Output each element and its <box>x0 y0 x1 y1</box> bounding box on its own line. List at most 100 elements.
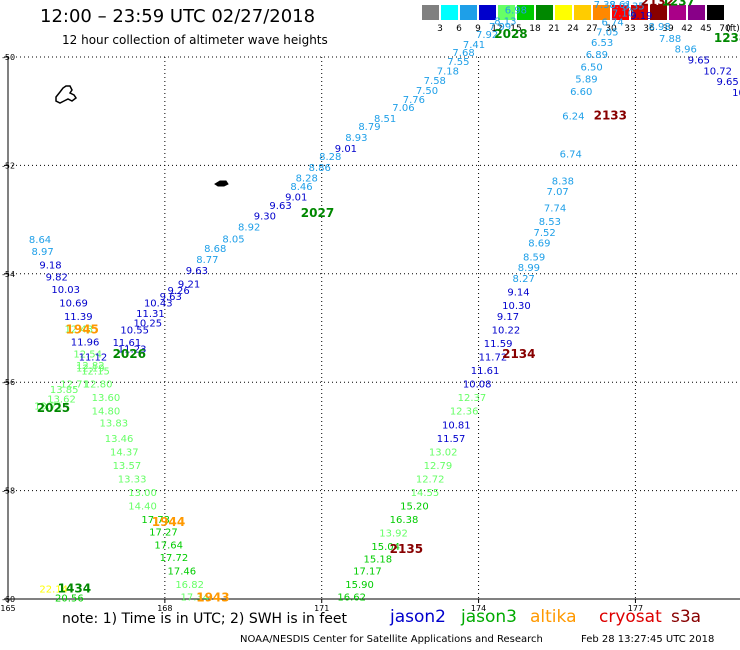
wave-height-label: 15.90 <box>345 580 374 591</box>
satellite-s3a: s3a <box>671 607 702 627</box>
generation-timestamp: Feb 28 13:27:45 UTC 2018 <box>581 634 715 645</box>
wave-height-label: 10.72 <box>703 66 732 77</box>
wave-height-label: 7.18 <box>437 66 459 77</box>
scale-label: 39 <box>662 24 674 34</box>
wave-height-label: 8.35 <box>622 1 644 12</box>
wave-height-label: 9.01 <box>285 193 307 204</box>
wave-height-label: 11.59 <box>484 339 513 350</box>
island-auckland <box>55 85 78 104</box>
wave-height-label: 9.01 <box>335 144 357 155</box>
wave-height-label: 11.61 <box>471 366 500 377</box>
wave-height-label: 15.18 <box>364 555 393 566</box>
wave-height-label: 8.99 <box>518 263 540 274</box>
wave-height-label: 17.46 <box>167 567 196 578</box>
wave-height-label: 8.64 <box>29 235 51 246</box>
wave-height-label: 8.96 <box>675 45 697 56</box>
graticule <box>7 56 740 600</box>
wave-height-label: 22.14 <box>39 584 68 595</box>
wave-height-label: 9.18 <box>39 260 61 271</box>
wave-height-label: 8.92 <box>238 222 260 233</box>
scale-swatch <box>593 5 610 20</box>
wave-height-label: 13.46 <box>105 434 134 445</box>
wave-height-label: 11.39 <box>64 312 93 323</box>
wave-height-label: 12.79 <box>424 461 453 472</box>
wave-height-label: 13.57 <box>113 461 142 472</box>
wave-height-label: 7.88 <box>659 34 681 45</box>
scale-swatch <box>631 5 648 20</box>
wave-height-label: 7.06 <box>392 103 414 114</box>
wave-height-label: 11.72 <box>479 353 508 364</box>
wave-height-label: 6.53 <box>591 38 613 49</box>
map-frame <box>4 57 740 603</box>
wave-height-label: 13.62 <box>47 394 76 405</box>
scale-label: 42 <box>681 24 693 34</box>
scale-swatch <box>707 5 724 20</box>
wave-height-label: 10.25 <box>133 318 162 329</box>
wave-height-label: 8.86 <box>309 163 331 174</box>
wave-height-label: 10.03 <box>51 285 80 296</box>
scale-swatch <box>688 5 705 20</box>
scale-label: 9 <box>475 24 481 34</box>
wave-height-label: 10.43 <box>144 298 173 309</box>
wave-height-label: 17.72 <box>160 553 189 564</box>
scale-label: 18 <box>529 24 541 34</box>
wave-height-label: 8.97 <box>32 247 54 258</box>
wave-height-label: 11.31 <box>136 309 165 320</box>
wave-height-label: 7.99 <box>489 22 511 33</box>
wave-height-label: 7.58 <box>424 76 446 87</box>
wave-height-label: 7.76 <box>403 95 425 106</box>
scale-label: 24 <box>567 24 579 34</box>
wave-height-label: 10.69 <box>59 298 88 309</box>
axis-ticks: 165 168 171 174 177 -50 -52 -54 -56 -58 -60 <box>0 53 643 613</box>
wave-height-label: 6.98 <box>505 6 527 17</box>
scale-swatch <box>422 5 439 20</box>
lon-tick-label: 168 <box>157 604 172 613</box>
wave-height-label: 13.85 <box>50 385 79 396</box>
wave-height-label: 9.82 <box>46 272 68 283</box>
wave-height-label: 7.10 <box>612 8 634 19</box>
scale-swatch <box>536 5 553 20</box>
satellite-cryosat: cryosat <box>599 607 662 627</box>
wave-height-label: 8.27 <box>513 274 535 285</box>
pass-time-label: 1237 <box>662 0 695 9</box>
wave-height-label: 13.33 <box>118 474 147 485</box>
lon-tick-label: 171 <box>314 604 329 613</box>
wave-height-label: 9.30 <box>254 212 276 223</box>
pass-time-label: 1943 <box>196 591 229 605</box>
satellite-jason3: jason3 <box>461 607 517 627</box>
wave-height-label: 7.07 <box>547 187 569 198</box>
wave-height-label: 8.61 <box>609 0 631 11</box>
wave-height-label: 13.83 <box>100 419 129 430</box>
credit-line: NOAA/NESDIS Center for Satellite Applica… <box>240 634 543 645</box>
page-title: 12:00 – 23:59 UTC 02/27/2018 <box>40 6 316 27</box>
lat-tick-label: -60 <box>2 595 15 604</box>
scale-swatch <box>574 5 591 20</box>
wave-height-label: 13.02 <box>429 447 458 458</box>
scale-label: 45 <box>700 24 712 34</box>
wave-height-label: 10.22 <box>492 325 521 336</box>
scale-label: 21 <box>548 24 560 34</box>
wave-height-label: 11.96 <box>71 337 100 348</box>
wave-height-label: 9.65 <box>688 56 710 67</box>
wave-height-label: 15.04 <box>371 542 400 553</box>
wave-height-label: 8.28 <box>319 152 341 163</box>
wave-height-label: 16.62 <box>337 593 366 604</box>
lat-tick-label: -56 <box>2 378 15 387</box>
scale-swatch <box>555 5 572 20</box>
scale-swatch <box>460 5 477 20</box>
pass-time-label: 2028 <box>494 27 527 41</box>
wave-height-label: 12.36 <box>450 407 479 418</box>
wave-height-label: 11.61 <box>113 338 142 349</box>
scale-label: 27 <box>586 24 598 34</box>
lon-tick-label: 177 <box>628 604 643 613</box>
wave-height-label: 17.34 <box>181 593 210 604</box>
wave-height-label: 7.52 <box>533 228 555 239</box>
wave-height-label: 13.92 <box>379 529 408 540</box>
wave-height-label: 8.46 <box>290 182 312 193</box>
wave-height-label: 10.30 <box>502 301 531 312</box>
scale-swatch <box>517 5 534 20</box>
pass-time-label: 2134 <box>502 347 535 361</box>
island-campbell <box>214 180 229 187</box>
wave-height-label: 12.15 <box>81 367 110 378</box>
